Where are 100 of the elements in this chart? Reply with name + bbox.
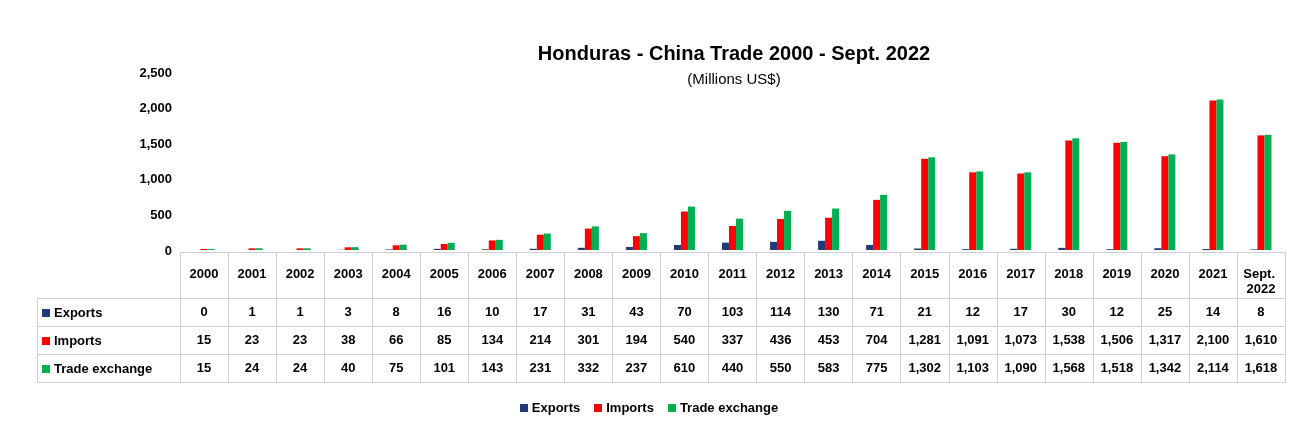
bar [1264,134,1272,250]
bar [495,239,503,250]
bar [543,233,551,250]
data-label: 43 [629,304,644,319]
data-label: 332 [577,360,600,375]
data-label: 440 [721,360,744,375]
x-tick-label: 2019 [1102,266,1132,281]
bar [1168,154,1176,250]
x-tick-label: 2009 [621,266,651,281]
data-label: 101 [433,360,456,375]
x-tick-label: 2003 [333,266,363,281]
x-tick-label: 2014 [862,266,892,281]
data-label: 85 [437,332,452,347]
bar [1257,135,1265,250]
data-label: 17 [1013,304,1028,319]
data-label: 2,114 [1197,360,1230,375]
y-tick-label: 2,000 [139,100,172,116]
bar [1209,100,1217,250]
bar [536,234,544,250]
bar [625,246,633,250]
x-tick-label: 2006 [477,266,507,281]
bar [1065,140,1073,250]
x-tick-label: 2005 [429,266,459,281]
data-label: 3 [344,304,352,319]
bar [488,240,496,250]
data-label: 40 [340,360,356,375]
bar [1017,173,1025,250]
bar [722,242,729,250]
data-label: 1,518 [1100,360,1134,375]
bar [969,172,977,250]
x-tick-label: 2021 [1198,266,1228,281]
data-label: 0 [200,304,208,319]
bar [577,247,585,250]
data-label: 1,568 [1052,360,1086,375]
data-label: 1 [296,304,304,319]
data-label: 775 [865,360,888,375]
bar [832,208,840,250]
y-tick-label: 1,000 [139,171,172,187]
bar [440,243,448,250]
data-label: 237 [625,360,648,375]
bar [818,240,826,250]
x-tick-label: 2007 [525,266,555,281]
bar [1058,247,1066,250]
text: Exports [531,400,581,415]
bar [873,199,881,250]
data-label: 194 [625,332,649,347]
data-label: 1,091 [956,332,989,347]
data-label: 1 [248,304,256,319]
data-label: 704 [865,332,889,347]
data-label: 1,610 [1244,332,1278,347]
data-label: 12 [1109,304,1125,319]
data-label: 1,342 [1148,360,1182,375]
bar [399,244,407,250]
bar [1072,138,1080,250]
data-label: 1,538 [1052,332,1086,347]
x-tick-label: 2017 [1006,266,1036,281]
data-label: 24 [292,360,309,375]
x-tick-label: 2001 [237,266,267,281]
x-tick-label: 2008 [573,266,603,281]
data-label: 66 [388,332,404,347]
bar [632,236,640,250]
bar [784,210,792,250]
bar [921,158,929,250]
bar [351,247,359,250]
data-label: 103 [721,304,744,319]
data-label: 12 [965,304,980,319]
bar [825,217,833,250]
data-label: 25 [1157,304,1173,319]
bar [639,233,647,250]
data-label: 75 [388,360,404,375]
bar [1024,172,1032,250]
data-label: 550 [769,360,792,375]
bar [680,211,688,250]
legend-label: Imports [37,326,181,355]
data-label: 24 [244,360,261,375]
bar [770,241,778,250]
data-label: 1,317 [1148,332,1182,347]
text: Imports [606,400,654,415]
data-label: 610 [673,360,696,375]
data-label: 23 [244,332,260,347]
data-label: 1,506 [1100,332,1134,347]
bar [736,218,743,250]
x-tick-label: 2020 [1150,266,1180,281]
x-tick-label: 2015 [910,266,940,281]
x-tick-label: 2002 [285,266,315,281]
bar [1113,142,1121,250]
data-label: 70 [677,304,692,319]
bar [1120,141,1128,250]
data-label: 2,100 [1196,332,1230,347]
data-label: 134 [481,332,504,347]
bar [866,244,874,250]
legend-label: Trade exchange [37,354,181,383]
bar [447,242,455,250]
x-tick-label: Sept. 2022 [1243,266,1279,296]
data-label: 15 [196,332,212,347]
text: Trade exchange [679,400,779,415]
y-tick-label: 1,500 [139,135,172,151]
bar [673,245,681,250]
legend-label: Exports [37,298,181,327]
bar [1216,99,1224,250]
